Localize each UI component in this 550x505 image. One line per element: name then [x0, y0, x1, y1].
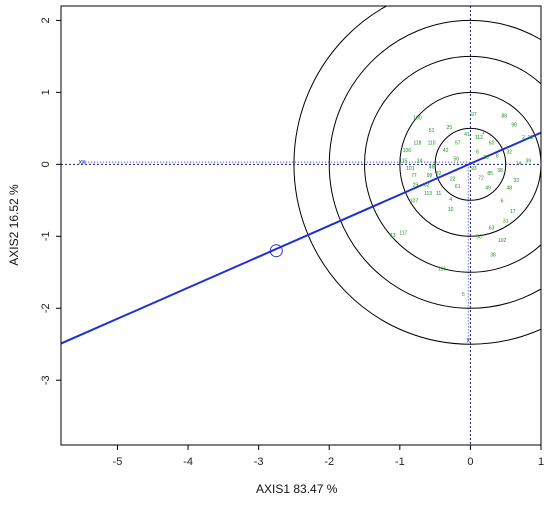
data-point-label: 49	[485, 185, 491, 191]
concentric-circle	[399, 91, 541, 237]
data-point-label: 117	[399, 231, 407, 237]
data-point-label: 6	[476, 149, 479, 155]
plot-frame	[60, 5, 542, 446]
data-point-label: 102	[498, 238, 507, 244]
data-point-label: 38	[497, 168, 503, 174]
x-tick-label: -1	[395, 456, 405, 468]
data-point-label: 101	[406, 166, 415, 172]
data-point-label: 46	[429, 164, 435, 170]
y-tick-label: -3	[40, 375, 52, 385]
data-point-label: 42	[443, 148, 449, 154]
data-point-label: 90	[511, 123, 517, 129]
data-point-label: 18	[528, 135, 534, 141]
x-tick-label: -3	[254, 456, 264, 468]
data-point-label: 62	[424, 182, 430, 188]
data-point-label: 4	[449, 197, 452, 203]
data-point-label: 6	[501, 198, 504, 204]
x-tick-label: 1	[538, 456, 544, 468]
data-point-label: 118	[413, 141, 421, 147]
x-tick-label: -2	[324, 456, 334, 468]
data-point-label: 115	[399, 159, 407, 165]
data-point-label: 51	[429, 128, 435, 134]
y-tick-label: 2	[40, 17, 52, 23]
data-point-label: 57	[455, 141, 461, 147]
data-point-label: 56	[454, 157, 460, 163]
data-point-label: 88	[502, 113, 508, 119]
data-point-label: 22	[450, 177, 456, 183]
data-point-label: 5	[462, 292, 465, 298]
data-point-label: 110	[428, 141, 436, 147]
y-tick-label: 0	[40, 161, 52, 167]
data-point-label: 93	[471, 166, 477, 172]
blue-marker-label: xx	[79, 159, 87, 166]
data-point-label: 24	[417, 159, 423, 165]
data-point-label: 13	[390, 233, 396, 239]
x-tick-label: -5	[113, 456, 123, 468]
data-point-label: 48	[506, 185, 512, 191]
y-axis-title: AXIS2 16.52 %	[7, 184, 21, 266]
x-tick-label: 0	[467, 456, 473, 468]
data-point-label: 77	[411, 173, 417, 179]
data-point-label: 1	[482, 130, 485, 136]
x-axis-title: AXIS1 83.47 %	[256, 482, 338, 496]
data-point-label: 10	[448, 207, 454, 213]
data-point-label: 30	[483, 155, 489, 161]
data-point-label: 107	[410, 198, 419, 204]
data-point-label: 39	[526, 159, 532, 165]
data-point-label: 97	[471, 112, 477, 118]
data-point-label: 63	[489, 226, 495, 232]
data-point-label: 60	[489, 141, 495, 147]
data-point-label: 82	[436, 171, 442, 177]
data-point-label: 100	[413, 116, 422, 122]
data-point-label: 72	[478, 175, 484, 181]
data-point-label: 17	[510, 209, 516, 215]
concentric-circle	[364, 55, 541, 273]
open-circle-marker	[269, 244, 283, 258]
data-point-label: 2	[522, 135, 525, 141]
data-point-label: 29	[413, 182, 419, 188]
data-point-label: 36	[490, 252, 496, 258]
data-point-label: 25	[446, 125, 452, 131]
data-point-label: 113	[424, 191, 432, 197]
fitted-line	[61, 131, 541, 345]
data-point-label: 41	[464, 132, 470, 138]
data-point-label: 85	[487, 171, 493, 177]
y-tick-label: -1	[40, 231, 52, 241]
data-point-label: 116	[438, 267, 446, 273]
data-point-label: 99	[427, 173, 433, 179]
data-point-label: 106	[403, 148, 412, 154]
data-point-label: 33	[514, 178, 520, 184]
data-point-label: 50	[476, 234, 482, 240]
data-point-label: 14	[516, 161, 522, 167]
data-point-label: 8	[496, 154, 499, 160]
data-point-label: 11	[436, 191, 441, 197]
data-point-label: 61	[455, 184, 461, 190]
x-tick-label: -4	[183, 456, 193, 468]
y-tick-label: -2	[40, 303, 52, 313]
concentric-circle	[293, 6, 541, 345]
data-point-label: 31	[503, 218, 509, 224]
blue-marker-label: x	[467, 338, 471, 345]
data-point-label: 32	[506, 149, 512, 155]
data-point-label: 112	[475, 135, 483, 141]
y-tick-label: 1	[40, 89, 52, 95]
